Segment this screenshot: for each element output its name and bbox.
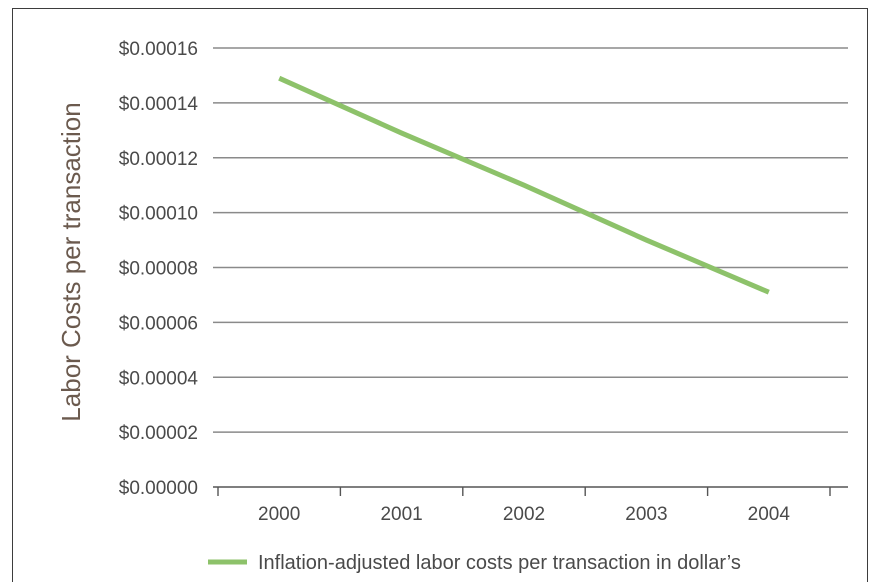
- x-tick-label: 2004: [748, 504, 791, 525]
- y-tick-labels: $0.00000 $0.00002 $0.00004 $0.00006 $0.00008…: [119, 39, 199, 499]
- y-tick-label: $0.00002: [119, 423, 198, 444]
- x-tick-labels: 2000 2001 2002 2003 2004: [258, 504, 790, 525]
- y-tick-label: $0.00012: [119, 149, 198, 170]
- x-tick-label: 2003: [625, 504, 667, 525]
- y-tick-label: $0.00004: [119, 368, 199, 389]
- x-tick-label: 2002: [503, 504, 545, 525]
- x-tick-label: 2001: [380, 504, 422, 525]
- legend-label: Inflation-adjusted labor costs per trans…: [258, 552, 741, 574]
- chart-frame: [12, 8, 868, 582]
- series-layer: [278, 75, 770, 295]
- x-tick-label: 2000: [258, 504, 300, 525]
- y-tick-label: $0.00014: [119, 94, 199, 115]
- legend: Inflation-adjusted labor costs per trans…: [208, 552, 741, 574]
- y-tick-label: $0.00010: [119, 204, 198, 225]
- gridlines: [213, 47, 848, 433]
- y-tick-label: $0.00000: [119, 478, 198, 499]
- series-line: [278, 75, 770, 295]
- y-tick-label: $0.00006: [119, 313, 198, 334]
- y-axis-title: Labor Costs per transaction: [56, 102, 86, 421]
- y-tick-label: $0.00016: [119, 39, 198, 60]
- x-axis: [213, 486, 848, 496]
- y-tick-label: $0.00008: [119, 259, 198, 280]
